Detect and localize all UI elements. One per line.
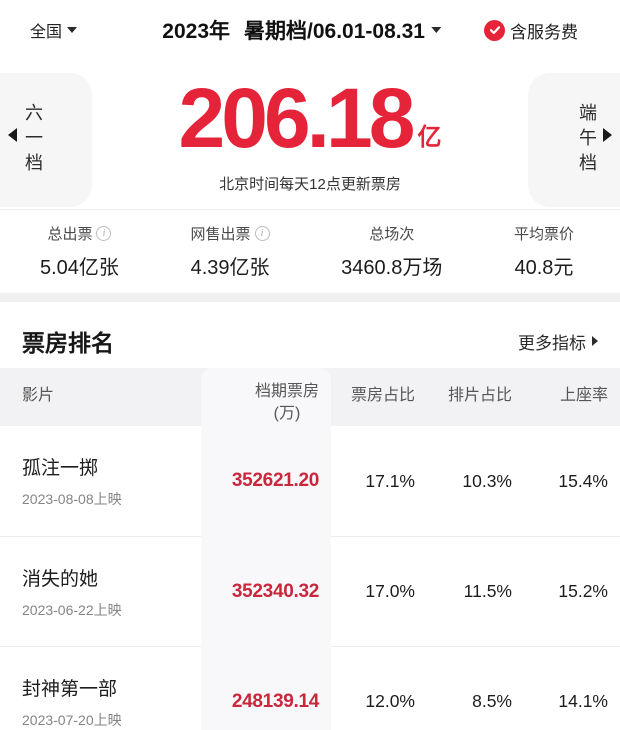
column-header-box-office: 档期票房 (万): [254, 383, 319, 422]
stat-label: 总场次: [369, 226, 415, 243]
total-box-office-unit: 亿: [417, 123, 442, 151]
info-icon[interactable]: i: [254, 226, 270, 241]
box-office-share: 17.0%: [365, 581, 415, 601]
stat-total-screenings: 总场次 3460.8万场: [341, 223, 442, 280]
table-header-row: 影片 档期票房 (万) 票房占比 排片占比 上座率: [0, 368, 620, 426]
table-row[interactable]: 消失的她 2023-06-22上映 352340.32 17.0% 11.5% …: [0, 536, 620, 646]
screening-share: 11.5%: [463, 581, 512, 601]
column-header-attendance: 上座率: [559, 387, 608, 404]
column-header-screening-share: 排片占比: [447, 387, 512, 404]
attendance-rate: 15.4%: [558, 470, 608, 491]
film-name: 孤注一掷: [22, 458, 99, 479]
period-range: 暑期档/06.01-08.31: [244, 20, 425, 43]
film-name: 封神第一部: [22, 678, 118, 700]
stat-label: 网售出票: [190, 226, 251, 243]
more-metrics-link[interactable]: 更多指标: [518, 329, 598, 354]
box-office-share: 17.1%: [365, 470, 415, 491]
top-bar: 全国 2023年 暑期档/06.01-08.31 含服务费: [0, 0, 620, 60]
period-year: 2023年: [162, 20, 231, 43]
prev-period-arrow-icon[interactable]: [8, 127, 17, 142]
screening-share: 10.3%: [462, 470, 512, 491]
chevron-right-icon: [592, 336, 598, 346]
column-header-box-share: 票房占比: [350, 387, 415, 404]
stat-label: 平均票价: [513, 226, 574, 243]
section-title: 票房排名: [22, 330, 114, 356]
ranking-section: 票房排名 更多指标 影片 档期票房 (万) 票房占比 排片占比 上座率: [0, 302, 620, 730]
service-fee-toggle[interactable]: 含服务费: [484, 18, 578, 43]
stat-value: 5.04亿张: [40, 257, 119, 279]
attendance-rate: 15.2%: [558, 581, 608, 601]
more-metrics-label: 更多指标: [518, 333, 586, 353]
ranking-table: 影片 档期票房 (万) 票房占比 排片占比 上座率 孤注一掷 2023-08-0…: [0, 368, 620, 730]
period-selector[interactable]: 2023年 暑期档/06.01-08.31: [162, 15, 441, 45]
info-icon[interactable]: i: [96, 226, 112, 241]
stat-average-price: 平均票价 40.8元: [514, 223, 574, 280]
chevron-down-icon: [430, 27, 441, 33]
release-date: 2023-07-20上映: [22, 711, 122, 728]
table-row[interactable]: 封神第一部 2023-07-20上映 248139.14 12.0% 8.5% …: [0, 646, 620, 730]
stats-row: 总出票 i 5.04亿张 网售出票 i 4.39亿张 总场次 3460.8万场 …: [0, 210, 620, 293]
region-label: 全国: [30, 24, 63, 41]
ranking-header: 票房排名 更多指标: [0, 302, 620, 368]
service-fee-label: 含服务费: [510, 22, 578, 42]
stat-value: 4.39亿张: [190, 257, 270, 279]
attendance-rate: 14.1%: [558, 691, 608, 711]
total-box-office: 206.18 亿: [178, 71, 442, 166]
stat-label: 总出票: [47, 226, 93, 243]
check-circle-icon: [484, 19, 505, 41]
period-box-office: 352340.32: [231, 580, 319, 602]
stat-online-tickets: 网售出票 i 4.39亿张: [191, 223, 270, 280]
table-row[interactable]: 孤注一掷 2023-08-08上映 352621.20 17.1% 10.3% …: [0, 426, 620, 536]
prev-period-label: 六一档: [23, 102, 43, 178]
total-box-office-value: 206.18: [178, 71, 416, 166]
hero-section: 六一档 206.18 亿 北京时间每天12点更新票房 端午档: [0, 60, 620, 210]
chevron-down-icon: [67, 27, 78, 33]
next-period-label: 端午档: [577, 102, 597, 178]
next-period-arrow-icon[interactable]: [603, 127, 612, 142]
section-divider: [0, 293, 620, 302]
stat-total-tickets: 总出票 i 5.04亿张: [40, 223, 119, 280]
period-box-office: 352621.20: [231, 470, 319, 491]
column-header-film: 影片: [22, 387, 55, 404]
release-date: 2023-08-08上映: [22, 491, 122, 507]
box-office-share: 12.0%: [365, 691, 415, 711]
stat-value: 40.8元: [514, 257, 574, 279]
screening-share: 8.5%: [472, 691, 512, 711]
release-date: 2023-06-22上映: [22, 601, 122, 618]
period-box-office: 248139.14: [231, 690, 319, 712]
film-name: 消失的她: [22, 568, 99, 590]
stat-value: 3460.8万场: [341, 257, 443, 279]
region-selector[interactable]: 全国: [30, 18, 78, 42]
update-note: 北京时间每天12点更新票房: [219, 175, 401, 193]
